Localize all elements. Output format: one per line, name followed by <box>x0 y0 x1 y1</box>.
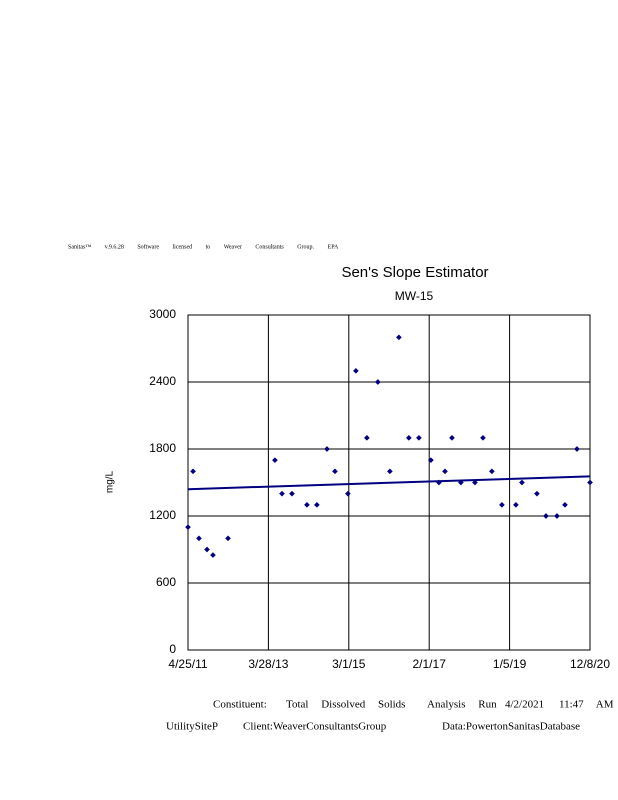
y-tick-label: 1200 <box>149 508 176 522</box>
data-point <box>190 468 196 475</box>
data-point <box>364 435 370 441</box>
footer-run: Analysis Run <box>427 699 497 711</box>
data-point <box>472 479 478 486</box>
x-tick-label: 3/1/15 <box>332 657 366 671</box>
chart-title: Sen's Slope Estimator <box>341 264 488 281</box>
data-point <box>513 502 519 508</box>
footer-client: Client:WeaverConsultantsGroup <box>243 721 387 733</box>
x-tick-label: 4/25/11 <box>168 657 207 671</box>
chart-subtitle: MW-15 <box>395 289 434 303</box>
footer-data: Data:PowertonSanitasDatabase <box>442 721 580 733</box>
footer-constituent: Constituent: <box>213 699 267 711</box>
data-point <box>304 502 310 508</box>
data-point <box>480 435 486 441</box>
data-point <box>519 479 525 486</box>
data-point <box>574 446 580 452</box>
y-tick-label: 1800 <box>149 441 176 455</box>
data-point <box>204 546 210 553</box>
license-text: Sanitas™ v.9.6.28 Software licensed to W… <box>68 243 339 250</box>
data-point <box>387 468 393 475</box>
data-point <box>314 502 320 508</box>
y-axis-label: mg/L <box>105 470 116 493</box>
footer-name: Total Dissolved Solids <box>286 699 405 711</box>
data-point <box>489 468 495 475</box>
data-point <box>345 490 351 497</box>
data-point <box>185 524 191 530</box>
data-point <box>272 457 278 463</box>
y-tick-label: 600 <box>156 575 176 589</box>
x-tick-label: 2/1/17 <box>413 657 447 671</box>
data-point <box>543 513 549 519</box>
y-tick-label: 0 <box>169 642 176 656</box>
data-point <box>324 446 330 452</box>
data-point <box>289 490 295 497</box>
y-tick-label: 2400 <box>149 374 176 388</box>
data-point <box>428 457 434 463</box>
data-point <box>587 479 593 486</box>
data-point <box>353 368 359 374</box>
data-point <box>449 435 455 441</box>
data-point <box>534 490 540 497</box>
data-point <box>499 502 505 508</box>
data-point <box>210 552 216 558</box>
data-point <box>442 468 448 475</box>
footer-date: 4/2/2021 <box>505 699 544 711</box>
data-point <box>375 379 381 385</box>
x-tick-label: 1/5/19 <box>493 657 527 671</box>
data-point <box>416 435 422 441</box>
y-tick-label: 3000 <box>149 307 176 321</box>
data-point <box>196 535 202 542</box>
data-point <box>225 535 231 542</box>
footer-site: UtilitySiteP <box>166 721 218 733</box>
x-tick-label: 3/28/13 <box>248 657 288 671</box>
data-point <box>396 334 402 341</box>
trend-line <box>187 475 591 491</box>
data-point <box>406 435 412 441</box>
data-point <box>279 490 285 497</box>
data-point <box>562 502 568 508</box>
footer-time: 11:47 AM <box>559 699 614 711</box>
data-point <box>332 468 338 475</box>
x-tick-label: 12/8/20 <box>570 657 610 671</box>
data-point <box>554 513 560 519</box>
